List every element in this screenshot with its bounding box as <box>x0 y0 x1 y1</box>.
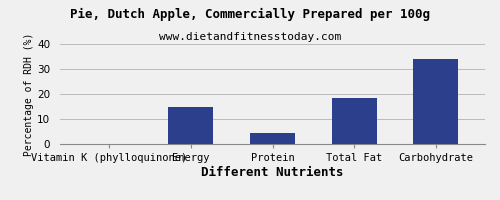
Bar <box>168 106 213 144</box>
X-axis label: Different Nutrients: Different Nutrients <box>201 166 344 179</box>
Y-axis label: Percentage of RDH (%): Percentage of RDH (%) <box>24 32 34 156</box>
Bar <box>414 59 459 144</box>
Text: www.dietandfitnesstoday.com: www.dietandfitnesstoday.com <box>159 32 341 42</box>
Bar <box>332 98 376 144</box>
Bar <box>250 133 295 144</box>
Text: Pie, Dutch Apple, Commercially Prepared per 100g: Pie, Dutch Apple, Commercially Prepared … <box>70 8 430 21</box>
